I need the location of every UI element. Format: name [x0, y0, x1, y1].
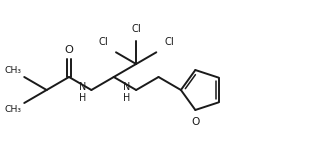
Text: O: O [65, 45, 73, 55]
Text: CH₃: CH₃ [4, 105, 21, 114]
Text: Cl: Cl [164, 37, 174, 47]
Text: CH₃: CH₃ [4, 66, 21, 75]
Text: Cl: Cl [131, 24, 141, 34]
Text: Cl: Cl [98, 37, 108, 47]
Text: O: O [191, 117, 199, 127]
Text: N
H: N H [123, 82, 131, 103]
Text: N
H: N H [78, 82, 86, 103]
